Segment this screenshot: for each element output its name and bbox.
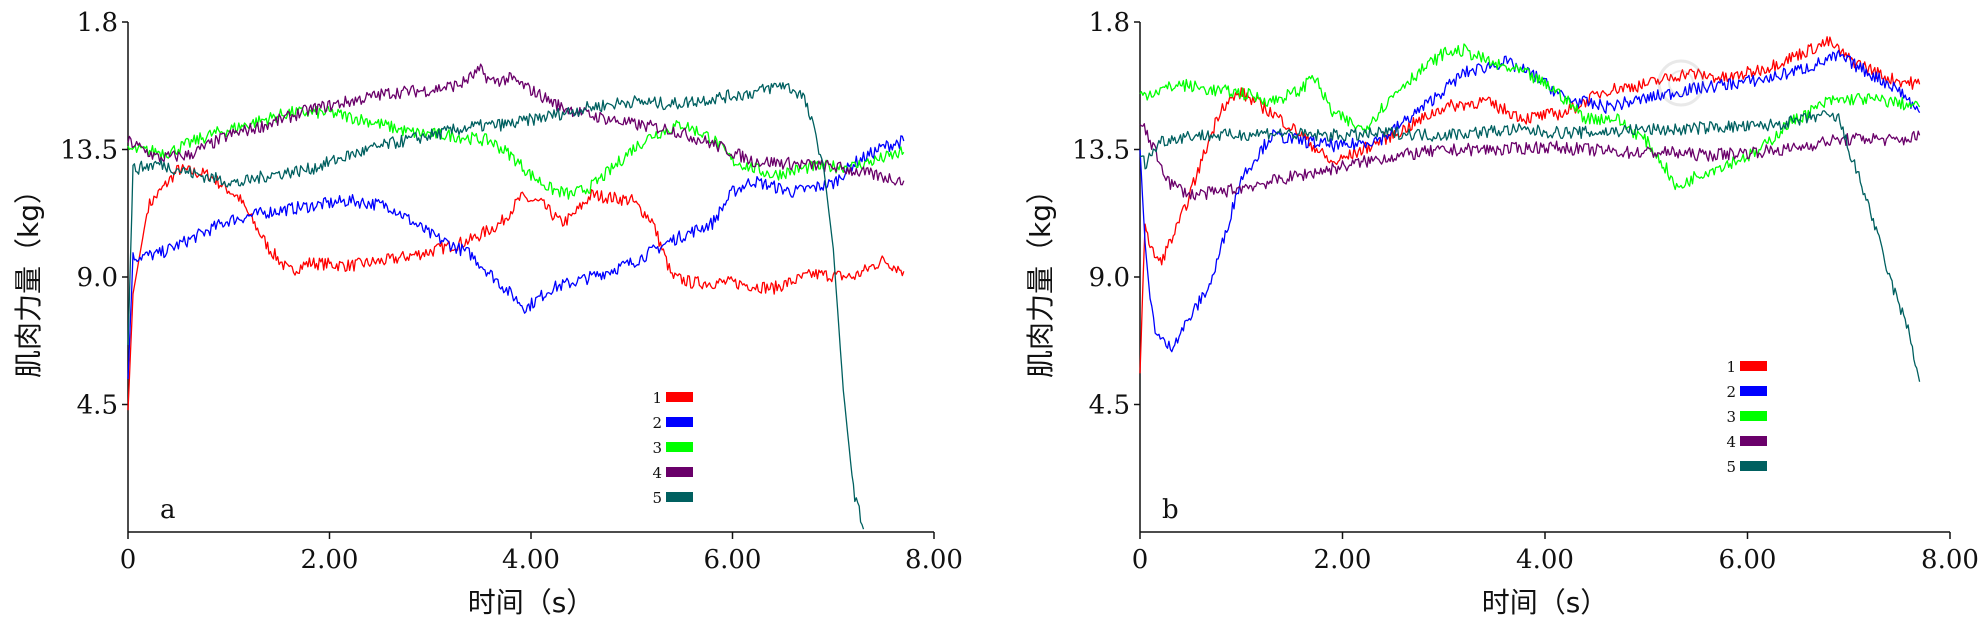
x-tick-label: 2.00 bbox=[1314, 545, 1372, 575]
chart-panel-a: 0 2.00 4.00 6.00 8.00 4.5 9.0 13.5 1.8 时间（s） 肌肉力量（… bbox=[12, 8, 963, 619]
legend-swatch-1 bbox=[666, 392, 693, 402]
y-tick-label: 1.8 bbox=[1089, 8, 1130, 38]
x-tick-label: 6.00 bbox=[1719, 545, 1777, 575]
series-line-1 bbox=[1139, 36, 1921, 374]
legend-swatch-4 bbox=[1740, 436, 1767, 446]
x-axis-title: 时间（s） bbox=[1482, 586, 1609, 619]
legend-label-1: 1 bbox=[652, 389, 662, 407]
series-line-2 bbox=[127, 135, 905, 380]
series-line-4 bbox=[1139, 123, 1921, 201]
panel-letter: a bbox=[160, 495, 176, 525]
x-tick-label: 8.00 bbox=[905, 545, 963, 575]
x-tick-label: 0 bbox=[120, 545, 137, 575]
legend-swatch-3 bbox=[666, 442, 693, 452]
watermark-seal-inner-icon bbox=[1668, 70, 1694, 96]
series-line-1 bbox=[127, 164, 905, 411]
watermark-seal-icon bbox=[1657, 59, 1705, 107]
x-tick-label: 4.00 bbox=[502, 545, 560, 575]
y-tick-label: 1.8 bbox=[77, 8, 118, 38]
watermark-logo bbox=[1657, 59, 1705, 107]
legend-swatch-2 bbox=[1740, 386, 1767, 396]
x-tick-label: 2.00 bbox=[301, 545, 359, 575]
legend-label-4: 4 bbox=[1726, 433, 1736, 451]
y-tick-label: 4.5 bbox=[77, 391, 118, 421]
legend-swatch-3 bbox=[1740, 411, 1767, 421]
legend-swatch-5 bbox=[1740, 461, 1767, 471]
series-line-2 bbox=[1139, 49, 1921, 353]
x-axis-title: 时间（s） bbox=[468, 586, 595, 619]
y-tick-label: 13.5 bbox=[60, 136, 118, 166]
y-tick-label: 9.0 bbox=[77, 263, 118, 293]
legend-label-2: 2 bbox=[652, 414, 662, 432]
panel-letter: b bbox=[1162, 495, 1179, 525]
y-tick-label: 13.5 bbox=[1072, 136, 1130, 166]
legend-label-5: 5 bbox=[652, 489, 662, 507]
legend-label-3: 3 bbox=[1726, 408, 1736, 426]
series-line-3 bbox=[1139, 43, 1921, 191]
legend-label-4: 4 bbox=[652, 464, 662, 482]
series-line-4 bbox=[127, 63, 905, 186]
y-tick-label: 9.0 bbox=[1089, 263, 1130, 293]
y-axis-title: 肌肉力量（kg） bbox=[1024, 176, 1057, 378]
y-axis-title: 肌肉力量（kg） bbox=[12, 176, 45, 378]
legend-label-1: 1 bbox=[1726, 358, 1736, 376]
chart-panel-b: 0 2.00 4.00 6.00 8.00 4.5 9.0 13.5 1.8 时间（s） 肌肉力量（… bbox=[1024, 8, 1979, 619]
x-tick-label: 6.00 bbox=[704, 545, 762, 575]
x-tick-label: 0 bbox=[1132, 545, 1149, 575]
series-line-5 bbox=[127, 82, 865, 530]
series-line-3 bbox=[127, 105, 905, 200]
x-tick-label: 8.00 bbox=[1921, 545, 1979, 575]
legend-swatch-1 bbox=[1740, 361, 1767, 371]
x-tick-label: 4.00 bbox=[1516, 545, 1574, 575]
legend-label-2: 2 bbox=[1726, 383, 1736, 401]
legend-swatch-2 bbox=[666, 417, 693, 427]
y-tick-label: 4.5 bbox=[1089, 391, 1130, 421]
legend-swatch-4 bbox=[666, 467, 693, 477]
legend-swatch-5 bbox=[666, 492, 693, 502]
legend-label-5: 5 bbox=[1726, 458, 1736, 476]
series-line-5 bbox=[1139, 110, 1921, 382]
legend-label-3: 3 bbox=[652, 439, 662, 457]
